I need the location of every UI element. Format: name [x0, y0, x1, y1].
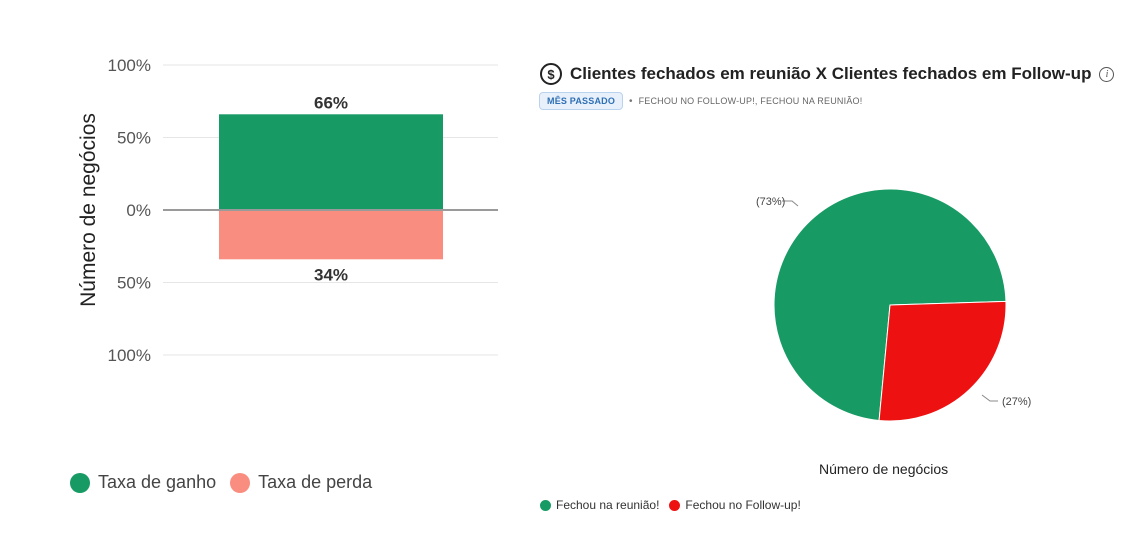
legend-item-win-rate[interactable]: Taxa de ganho	[70, 472, 216, 493]
info-icon[interactable]: i	[1099, 66, 1115, 82]
pie-chart-card: $ Clientes fechados em reunião X Cliente…	[530, 0, 1130, 558]
legend-label-loss-rate: Taxa de perda	[258, 472, 373, 492]
pie-xlabel: Número de negócios	[819, 461, 949, 477]
legend-item-closed-meeting[interactable]: Fechou na reunião!	[540, 498, 659, 512]
pie-leader-line	[782, 200, 799, 207]
dollar-circle-icon: $	[540, 63, 562, 85]
pie-label-closed-meeting: (73%)	[756, 196, 785, 208]
filter-row: MÊS PASSADO • FECHOU NO FOLLOW-UP!, FECH…	[539, 92, 862, 110]
win-loss-bar-chart: 100% 50% 0% 50% 100% 66% 34% Número de negócios…	[0, 0, 520, 558]
legend-item-loss-rate[interactable]: Taxa de perda	[230, 472, 372, 493]
win-rate-data-label: 66%	[314, 93, 348, 112]
bar-chart-svg: 100% 50% 0% 50% 100% 66% 34% Número de negócios	[77, 56, 498, 365]
card-title: Clientes fechados em reunião X Clientes …	[570, 64, 1092, 83]
y-tick-label: 0%	[126, 201, 151, 220]
win-rate-swatch	[70, 472, 90, 493]
pie-chart-legend: Fechou na reunião! Fechou no Follow-up!	[540, 498, 801, 512]
y-tick-label: 100%	[108, 56, 151, 75]
filter-separator: •	[629, 95, 633, 107]
pie-label-closed-followup: (27%)	[1002, 396, 1031, 408]
legend-label-closed-meeting: Fechou na reunião!	[556, 498, 660, 512]
period-badge[interactable]: MÊS PASSADO	[539, 92, 624, 110]
loss-rate-data-label: 34%	[314, 265, 348, 284]
filter-text: FECHOU NO FOLLOW-UP!, FECHOU NA REUNIÃO!	[638, 96, 863, 106]
y-tick-label: 100%	[108, 346, 151, 365]
legend-label-closed-followup: Fechou no Follow-up!	[685, 498, 801, 512]
pie-chart-svg: (73%) (27%)	[756, 188, 1031, 422]
closed-followup-swatch	[669, 499, 681, 511]
loss-rate-bar	[219, 210, 443, 260]
card-header: $ Clientes fechados em reunião X Cliente…	[540, 63, 1115, 85]
pie-leader-line	[981, 394, 998, 402]
pie-slice-closed-followup	[878, 300, 1007, 422]
y-tick-label: 50%	[117, 274, 151, 293]
legend-item-closed-followup[interactable]: Fechou no Follow-up!	[669, 498, 801, 512]
legend-label-win-rate: Taxa de ganho	[98, 472, 217, 492]
y-axis-label: Número de negócios	[77, 113, 100, 307]
y-tick-label: 50%	[117, 129, 151, 148]
loss-rate-swatch	[230, 472, 251, 493]
win-rate-bar	[219, 114, 443, 210]
closed-meeting-swatch	[540, 499, 551, 511]
bar-chart-legend: Taxa de ganho Taxa de perda	[70, 472, 372, 493]
